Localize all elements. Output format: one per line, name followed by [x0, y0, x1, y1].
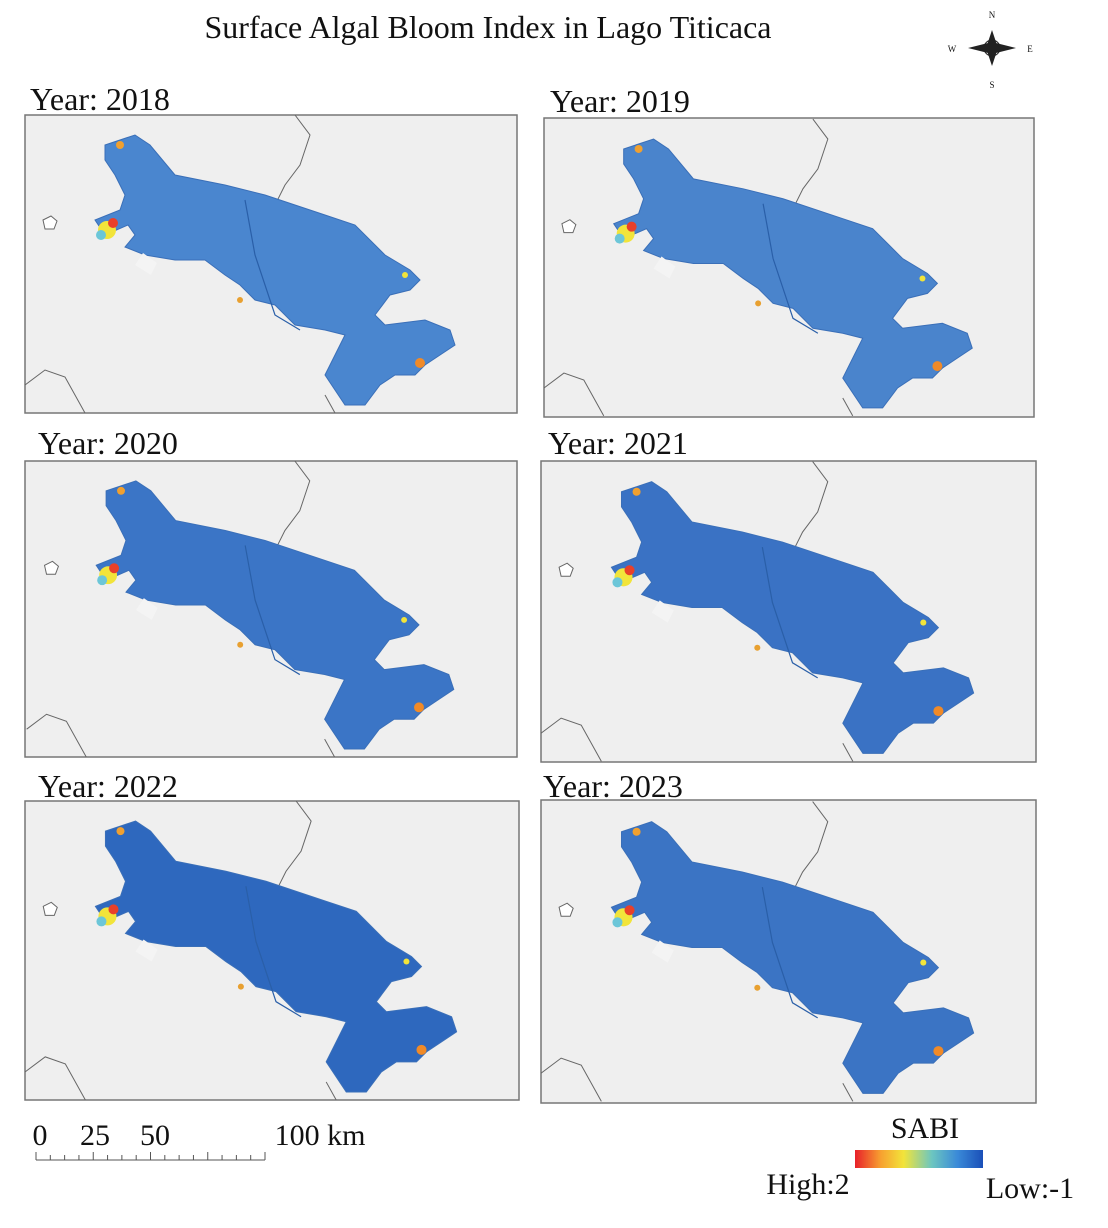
compass-s: S	[989, 80, 994, 90]
panel-label: Year: 2019	[550, 83, 690, 119]
map-panel: Year: 2019	[543, 83, 1035, 418]
map-title: Surface Algal Bloom Index in Lago Titica…	[205, 9, 772, 45]
panel-label: Year: 2023	[543, 768, 683, 804]
legend-ramp	[855, 1150, 983, 1168]
scale-label: 0	[33, 1119, 48, 1152]
compass-w: W	[948, 44, 957, 54]
panel-label: Year: 2021	[548, 425, 688, 461]
legend-low: Low:-1	[986, 1172, 1074, 1205]
panel-label: Year: 2018	[30, 81, 170, 117]
map-panel: Year: 2022	[24, 768, 520, 1101]
map-panel: Year: 2023	[540, 768, 1037, 1104]
legend-high: High:2	[766, 1168, 849, 1201]
compass: N S E W	[948, 10, 1034, 90]
compass-e: E	[1027, 44, 1033, 54]
scale-label: 50	[140, 1119, 170, 1152]
compass-n: N	[989, 10, 996, 20]
legend: SABI High:2 Low:-1	[766, 1112, 1074, 1205]
panel-label: Year: 2020	[38, 425, 178, 461]
map-panel: Year: 2018	[24, 81, 518, 414]
legend-title: SABI	[891, 1112, 959, 1145]
scale-label: 25	[80, 1119, 110, 1152]
panel-label: Year: 2022	[38, 768, 178, 804]
map-panel: Year: 2021	[540, 425, 1037, 763]
scale-label: 100 km	[275, 1119, 366, 1152]
scale-bar: 0 25 50 100 km	[33, 1119, 366, 1161]
map-panel: Year: 2020	[24, 425, 518, 758]
